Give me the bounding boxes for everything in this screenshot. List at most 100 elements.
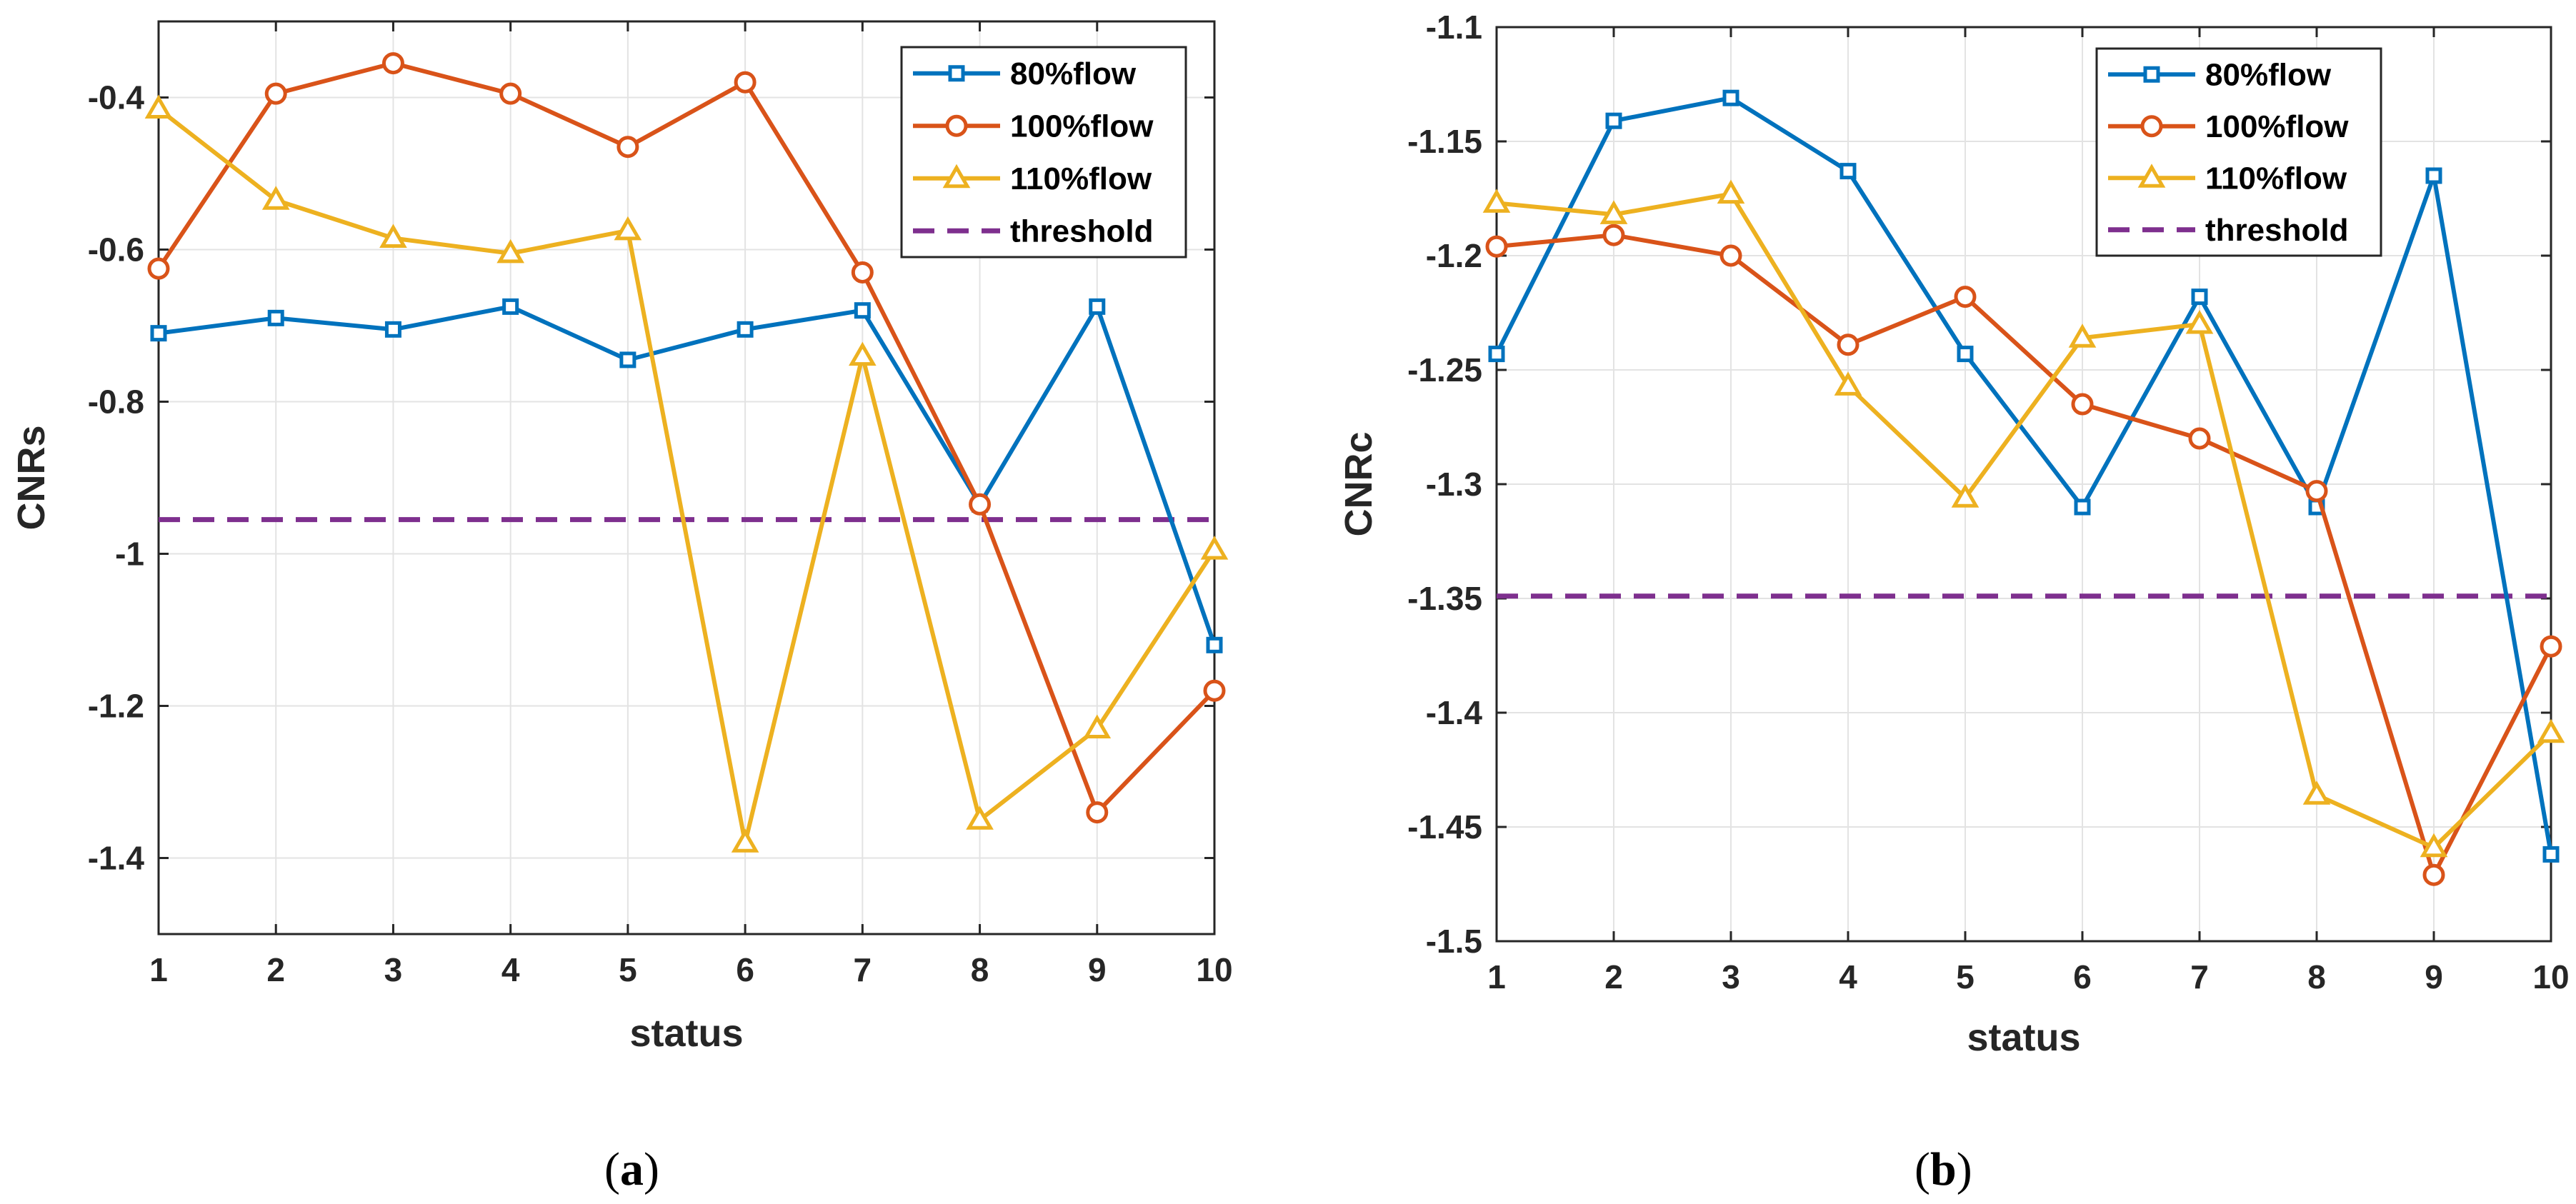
series-line	[157, 107, 1217, 843]
data-point	[2188, 427, 2211, 450]
series-line	[158, 301, 1217, 646]
legend-marker	[948, 65, 965, 82]
data-point	[966, 806, 994, 830]
x-tick-label: 1	[1487, 958, 1506, 995]
x-tick-label: 8	[2307, 958, 2326, 995]
data-point	[1839, 163, 1857, 180]
data-point	[2071, 393, 2094, 416]
data-point	[1951, 483, 1980, 508]
data-point	[2191, 289, 2208, 306]
legend-label: 110%flow	[1010, 161, 1152, 196]
legend-label: 80%flow	[2205, 57, 2332, 92]
data-point	[614, 216, 642, 241]
data-point	[1722, 89, 1739, 106]
x-tick-label: 7	[854, 951, 872, 988]
data-point	[1206, 636, 1223, 653]
legend-label: 110%flow	[2205, 161, 2347, 196]
x-tick-label: 10	[1196, 951, 1232, 988]
panel-label-b: (b)	[1914, 1143, 1972, 1197]
x-tick-label: 10	[2532, 958, 2569, 995]
data-point	[2422, 863, 2445, 886]
data-point	[2068, 323, 2097, 348]
data-point	[144, 94, 173, 119]
x-tick-label: 4	[501, 951, 520, 988]
data-point	[1203, 679, 1226, 702]
data-point	[381, 52, 404, 75]
y-tick-label: -1.4	[88, 840, 145, 877]
data-point	[2540, 635, 2562, 658]
y-tick-label: -0.8	[88, 383, 144, 421]
data-point	[731, 828, 759, 853]
legend-marker	[2140, 115, 2163, 138]
data-point	[619, 351, 636, 368]
data-point	[261, 186, 290, 210]
data-point	[1957, 346, 1974, 363]
data-point	[499, 82, 522, 105]
series-110pct-flow	[144, 94, 1229, 853]
chart-b: 1 2 3 4 5 6 7 8 9 10 -1.5 -1.45 -1.4 -1.35 -1.3 -1.25 -1…	[1337, 9, 2570, 1059]
legend-marker	[942, 164, 971, 189]
legend-marker	[2137, 164, 2166, 188]
y-tick-label: -1.3	[1426, 466, 1482, 503]
x-tick-label: 2	[266, 951, 285, 988]
data-point	[2185, 309, 2214, 334]
series-line	[1494, 96, 2553, 855]
data-point	[1482, 189, 1511, 213]
legend-box	[900, 46, 1187, 259]
panel-label-a-open: (	[604, 1143, 620, 1195]
panel-label-b-open: (	[1914, 1143, 1930, 1195]
data-point	[1599, 200, 1628, 224]
data-point	[496, 239, 524, 264]
data-point	[147, 257, 170, 280]
legend-marker	[2143, 66, 2160, 83]
data-point	[2425, 167, 2442, 184]
series-80pct-flow	[1488, 89, 2560, 863]
legend: 80%flow 100%flow 110%flow threshold	[2095, 47, 2382, 257]
data-point	[267, 309, 284, 326]
y-tick-label: -0.4	[88, 79, 145, 116]
panel-label-a: (a)	[604, 1143, 659, 1197]
legend-marker	[945, 114, 968, 137]
data-point	[969, 493, 992, 516]
y-tick-label: -1.15	[1407, 123, 1482, 160]
legend-box	[2095, 47, 2382, 257]
data-point	[1602, 224, 1625, 246]
data-point	[2537, 718, 2565, 743]
data-point	[1200, 536, 1229, 560]
series-line	[156, 61, 1217, 817]
data-point	[1837, 333, 1859, 356]
series-110pct-flow	[1482, 179, 2565, 858]
panel-label-a-close: )	[643, 1143, 659, 1195]
x-tick-label: 3	[384, 951, 403, 988]
y-axis-label: CNRc	[1337, 431, 1380, 536]
legend-label: 100%flow	[2205, 109, 2349, 144]
y-tick-label: -1.35	[1407, 580, 1482, 617]
data-point	[2420, 833, 2448, 858]
data-point	[2305, 480, 2328, 503]
data-point	[849, 341, 877, 366]
series-100pct-flow	[147, 52, 1226, 824]
chart-a: 1 2 3 4 5 6 7 8 9 10 -1.4 -1.2 -1 -0.8 -0.6 -0.4 status C…	[10, 20, 1233, 1055]
legend-label: 80%flow	[1010, 56, 1137, 91]
x-tick-label: 8	[971, 951, 989, 988]
data-point	[1485, 235, 1508, 258]
axes-box	[157, 20, 1216, 935]
data-point	[851, 261, 874, 284]
data-point	[734, 71, 757, 94]
data-point	[1717, 179, 1745, 204]
y-tick-label: -1.2	[1426, 237, 1482, 274]
data-point	[1954, 286, 1977, 308]
x-tick-label: 6	[2073, 958, 2092, 995]
panel-label-a-letter: a	[619, 1143, 644, 1195]
x-tick-label: 9	[1088, 951, 1107, 988]
x-tick-label: 3	[1722, 958, 1740, 995]
y-tick-label: -1.1	[1426, 9, 1482, 46]
x-axis-label: status	[629, 1012, 743, 1055]
data-point	[1089, 298, 1106, 315]
y-tick-label: -1.4	[1426, 694, 1483, 731]
data-point	[854, 302, 871, 319]
data-point	[2074, 498, 2091, 516]
x-tick-label: 2	[1604, 958, 1623, 995]
legend: 80%flow 100%flow 110%flow threshold	[900, 46, 1187, 259]
